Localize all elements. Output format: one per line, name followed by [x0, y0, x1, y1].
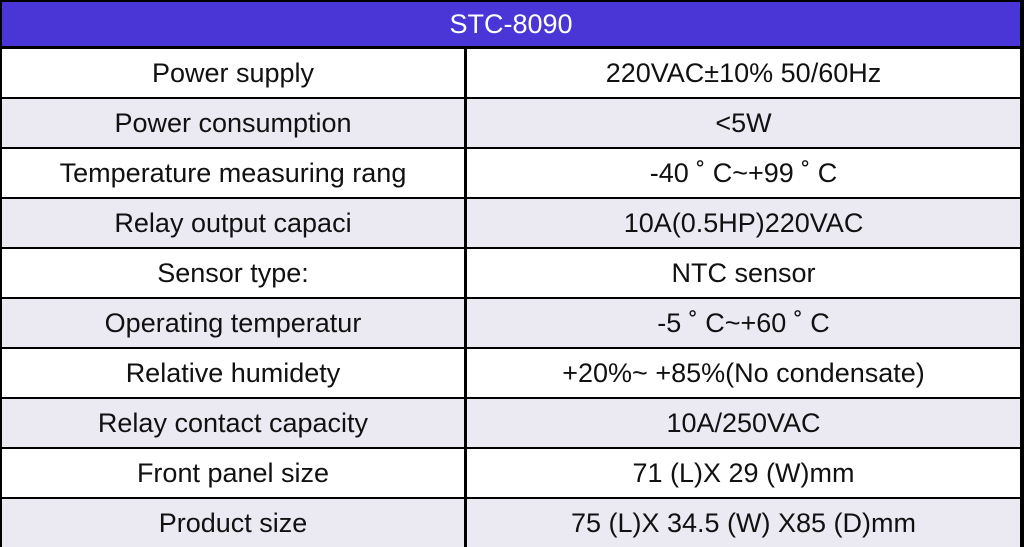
table-row: Relative humidety +20%~ +85%(No condensa… [2, 349, 1020, 397]
row-value: <5W [467, 99, 1020, 147]
row-label: Operating temperatur [2, 299, 464, 347]
row-label: Temperature measuring rang [2, 149, 464, 197]
row-label: Product size [2, 499, 464, 547]
row-value: 71 (L)X 29 (W)mm [467, 449, 1020, 497]
table-row: Product size 75 (L)X 34.5 (W) X85 (D)mm [2, 499, 1020, 547]
row-label: Relative humidety [2, 349, 464, 397]
row-label: Front panel size [2, 449, 464, 497]
table-row: Relay output capaci 10A(0.5HP)220VAC [2, 199, 1020, 247]
row-label: Power consumption [2, 99, 464, 147]
row-value: -40 ˚ C~+99 ˚ C [467, 149, 1020, 197]
row-value: 10A/250VAC [467, 399, 1020, 447]
row-value: -5 ˚ C~+60 ˚ C [467, 299, 1020, 347]
table-row: Temperature measuring rang -40 ˚ C~+99 ˚… [2, 149, 1020, 197]
table-row: Operating temperatur -5 ˚ C~+60 ˚ C [2, 299, 1020, 347]
row-label: Sensor type: [2, 249, 464, 297]
row-value: +20%~ +85%(No condensate) [467, 349, 1020, 397]
table-row: Front panel size 71 (L)X 29 (W)mm [2, 449, 1020, 497]
table-title: STC-8090 [2, 2, 1020, 46]
row-value: 75 (L)X 34.5 (W) X85 (D)mm [467, 499, 1020, 547]
row-label: Power supply [2, 49, 464, 97]
row-value: 10A(0.5HP)220VAC [467, 199, 1020, 247]
table-row: Power supply 220VAC±10% 50/60Hz [2, 49, 1020, 97]
table-row: Relay contact capacity 10A/250VAC [2, 399, 1020, 447]
row-value: 220VAC±10% 50/60Hz [467, 49, 1020, 97]
table-row: Power consumption <5W [2, 99, 1020, 147]
row-label: Relay output capaci [2, 199, 464, 247]
table-row: Sensor type: NTC sensor [2, 249, 1020, 297]
row-label: Relay contact capacity [2, 399, 464, 447]
row-value: NTC sensor [467, 249, 1020, 297]
